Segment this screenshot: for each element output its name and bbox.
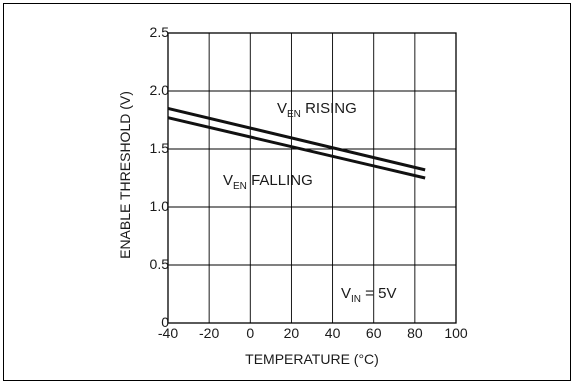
y-axis-label: ENABLE THRESHOLD (V) (117, 91, 133, 259)
x-tick-label: -20 (199, 325, 219, 341)
x-tick-label: 60 (366, 325, 382, 341)
x-tick-label: 80 (407, 325, 423, 341)
x-tick-label: 20 (284, 325, 300, 341)
y-tick-label: 0.5 (150, 256, 170, 272)
series-line-ven-rising (167, 106, 426, 172)
y-tick-label: 2.5 (150, 24, 170, 40)
annotation-ven-falling: VEN FALLING (223, 172, 313, 192)
plot-area (167, 32, 457, 324)
y-tick-label: 2.0 (150, 82, 170, 98)
x-tick-label: -40 (158, 325, 178, 341)
y-tick-label: 0 (161, 314, 169, 330)
series-lines (167, 106, 426, 180)
y-tick-label: 1.5 (150, 140, 170, 156)
x-tick-label: 40 (325, 325, 341, 341)
annotation-vin: VIN = 5V (341, 285, 396, 305)
tick-labels: -40 -20 0 20 40 60 80 100 0 0.5 1.0 1.5 2.0 2.5 (150, 24, 468, 341)
x-tick-label: 100 (444, 325, 468, 341)
x-axis-label: TEMPERATURE (°C) (245, 351, 379, 367)
chart-frame (3, 3, 571, 381)
annotation-ven-rising: VEN RISING (277, 100, 357, 120)
x-tick-label: 0 (246, 325, 254, 341)
series-line-ven-falling (167, 116, 426, 180)
y-tick-label: 1.0 (150, 198, 170, 214)
